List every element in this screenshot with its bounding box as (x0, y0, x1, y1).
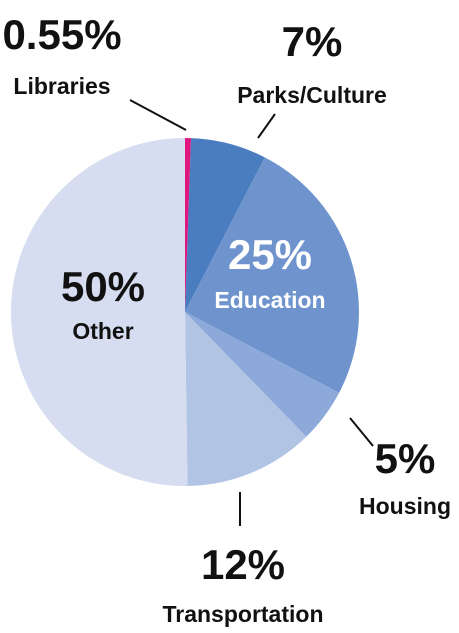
pie-slice (185, 312, 307, 486)
leader-line (257, 113, 276, 139)
pie-slice (185, 157, 359, 393)
value-label: 25% (228, 231, 312, 278)
pie-slice (185, 138, 192, 312)
category-label: Parks/Culture (237, 82, 387, 108)
category-label: Other (72, 318, 133, 344)
category-label: Housing (359, 493, 451, 519)
leader-line (129, 99, 187, 131)
value-label: 7% (282, 18, 343, 65)
pie-slice (185, 312, 340, 437)
value-label: 0.55% (2, 11, 121, 58)
category-label: Libraries (13, 73, 110, 99)
value-label: 50% (61, 263, 145, 310)
pie-slice (10, 138, 188, 486)
value-label: 12% (201, 541, 285, 588)
category-label: Transportation (162, 601, 323, 627)
pie-slice (185, 138, 265, 312)
category-label: Education (214, 287, 325, 313)
value-label: 5% (375, 435, 436, 482)
leader-line (349, 417, 374, 447)
